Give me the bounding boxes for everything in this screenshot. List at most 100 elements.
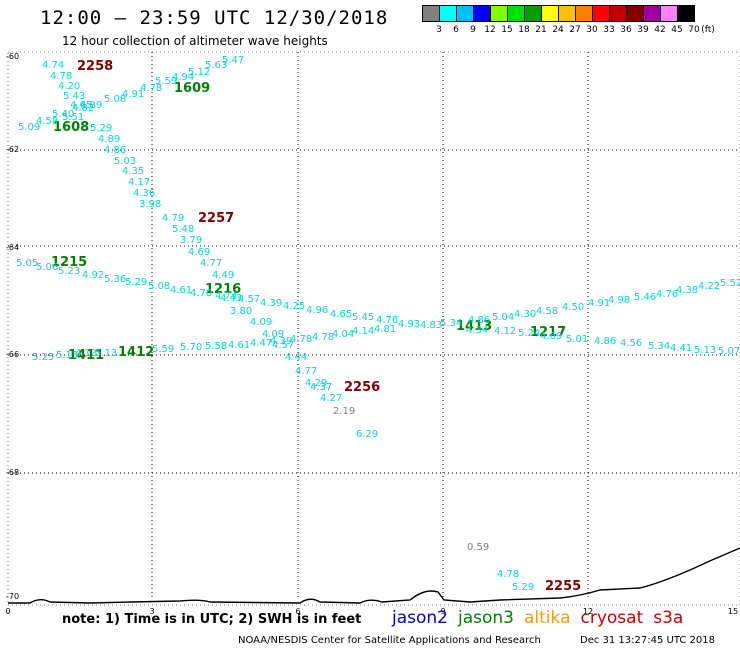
swh-value: 4.92 bbox=[82, 270, 104, 281]
swh-value: 5.08 bbox=[104, 94, 126, 105]
swh-value: 4.56 bbox=[620, 338, 642, 349]
swh-value: 5.45 bbox=[352, 312, 374, 323]
satellite-jason3: jason3 bbox=[458, 608, 514, 628]
swh-value: 4.74 bbox=[42, 60, 64, 71]
swh-value: 5.13 bbox=[95, 348, 117, 359]
swh-value: 4.78 bbox=[140, 83, 162, 94]
colorbar-labels: 3 6 9 12 15 18 21 24 27 30 33 36 39 42 45 70 (ft) bbox=[422, 25, 715, 37]
swh-value: 4.78 bbox=[50, 71, 72, 82]
footer-credit: NOAA/NESDIS Center for Satellite Applica… bbox=[238, 635, 541, 646]
y-tick-label: -62 bbox=[6, 145, 19, 154]
colorbar-label: 70 bbox=[688, 25, 700, 35]
swh-value: 5.63 bbox=[205, 60, 227, 71]
swh-value: 5.34 bbox=[648, 341, 670, 352]
pass-time-label: 1216 bbox=[205, 282, 241, 297]
swh-value: 4.70 bbox=[190, 288, 212, 299]
x-tick-label: 0 bbox=[5, 607, 10, 616]
swh-value: 4.69 bbox=[540, 331, 562, 342]
swh-value: 5.34 bbox=[440, 318, 462, 329]
swh-value: 4.44 bbox=[285, 352, 307, 363]
swh-value: 4.83 bbox=[420, 320, 442, 331]
colorbar-label: 6 bbox=[453, 25, 459, 35]
colorbar-label: 42 bbox=[654, 25, 666, 35]
colorbar-swatch bbox=[627, 6, 644, 21]
swh-value: 5.12 bbox=[188, 67, 210, 78]
colorbar-label: 9 bbox=[470, 25, 476, 35]
swh-value: 4.58 bbox=[36, 116, 58, 127]
colorbar-swatch bbox=[576, 6, 593, 21]
y-tick-label: -64 bbox=[6, 243, 19, 252]
pass-time-label: 1411 bbox=[68, 348, 104, 363]
swh-value: 4.25 bbox=[283, 301, 305, 312]
timestamp: Dec 31 13:27:45 UTC 2018 bbox=[580, 635, 715, 646]
swh-value: 4.29 bbox=[305, 378, 327, 389]
swh-value: 4.38 bbox=[676, 285, 698, 296]
swh-value: 2.19 bbox=[333, 406, 355, 417]
swh-value: 5.04 bbox=[492, 312, 514, 323]
swh-value: 4.69 bbox=[188, 247, 210, 258]
swh-value: 5.59 bbox=[152, 344, 174, 355]
swh-value: 4.65 bbox=[330, 309, 352, 320]
satellite-altika: altika bbox=[524, 608, 571, 628]
swh-value: 5.29 bbox=[125, 277, 147, 288]
colorbar-label: 45 bbox=[671, 25, 683, 35]
colorbar-swatch bbox=[491, 6, 508, 21]
colorbar-swatch bbox=[644, 6, 661, 21]
swh-value: 6.29 bbox=[356, 429, 378, 440]
swh-value: 5.07 bbox=[718, 346, 740, 357]
x-tick-label: 9 bbox=[440, 607, 445, 616]
pass-time-label: 1608 bbox=[53, 120, 89, 135]
colorbar-swatch bbox=[457, 6, 474, 21]
pass-time-label: 1215 bbox=[51, 255, 87, 270]
colorbar-swatch bbox=[508, 6, 525, 21]
antarctic-coastline bbox=[7, 51, 740, 606]
swh-value: 4.91 bbox=[122, 89, 144, 100]
swh-value: 4.93 bbox=[398, 319, 420, 330]
swh-value: 4.30 bbox=[514, 309, 536, 320]
colorbar-label: 3 bbox=[436, 25, 442, 35]
swh-value: 4.09 bbox=[250, 317, 272, 328]
swh-value: 4.78 bbox=[497, 569, 519, 580]
swh-value: 4.94 bbox=[172, 72, 194, 83]
swh-value: 5.08 bbox=[148, 281, 170, 292]
colorbar-swatches bbox=[422, 5, 695, 22]
satellite-s3a: s3a bbox=[653, 608, 684, 628]
map-gridlines bbox=[8, 52, 740, 600]
swh-value: 5.13 bbox=[694, 345, 716, 356]
colorbar-swatch bbox=[593, 6, 610, 21]
swh-value: 4.76 bbox=[376, 315, 398, 326]
y-tick-label: -70 bbox=[6, 592, 19, 601]
colorbar-label: 18 bbox=[518, 25, 530, 35]
swh-value: 5.01 bbox=[566, 334, 588, 345]
swh-value: 5.23 bbox=[58, 266, 80, 277]
swh-value: 5.59 bbox=[155, 76, 177, 87]
swh-value: 3.98 bbox=[139, 199, 161, 210]
swh-value: 4.20 bbox=[58, 81, 80, 92]
swh-value: 5.51 bbox=[62, 112, 84, 123]
swh-value: 4.79 bbox=[162, 213, 184, 224]
swh-value: 0.59 bbox=[467, 542, 489, 553]
satellite-cryosat: cryosat bbox=[580, 608, 644, 628]
swh-value: 5.25 bbox=[32, 352, 54, 363]
x-tick-label: 12 bbox=[583, 607, 593, 616]
swh-value: 4.12 bbox=[494, 326, 516, 337]
swh-value: 4.77 bbox=[295, 366, 317, 377]
swh-value: 4.50 bbox=[562, 302, 584, 313]
axis-ticks: 0 3 6 9 12 15-60-62-64-66-68-70 bbox=[5, 52, 738, 616]
swh-value: 4.86 bbox=[594, 336, 616, 347]
swh-value: 5.48 bbox=[172, 224, 194, 235]
swh-value: 4.43 bbox=[220, 293, 242, 304]
swh-value: 5.09 bbox=[18, 122, 40, 133]
pass-labels: 2258 1609 1608 2257 1215 1216 1413 1217 1411 1412… bbox=[51, 59, 581, 594]
swh-value: 4.41 bbox=[670, 343, 692, 354]
colorbar-label: 33 bbox=[603, 25, 615, 35]
swh-value: 4.81 bbox=[374, 324, 396, 335]
swh-value: 4.27 bbox=[320, 393, 342, 404]
y-tick-label: -68 bbox=[6, 468, 19, 477]
swh-value: 5.06 bbox=[36, 262, 58, 273]
swh-value: 4.96 bbox=[306, 305, 328, 316]
swh-value: 5.29 bbox=[512, 582, 534, 593]
swh-value: 4.89 bbox=[98, 134, 120, 145]
swh-value: 4.82 bbox=[72, 103, 94, 114]
